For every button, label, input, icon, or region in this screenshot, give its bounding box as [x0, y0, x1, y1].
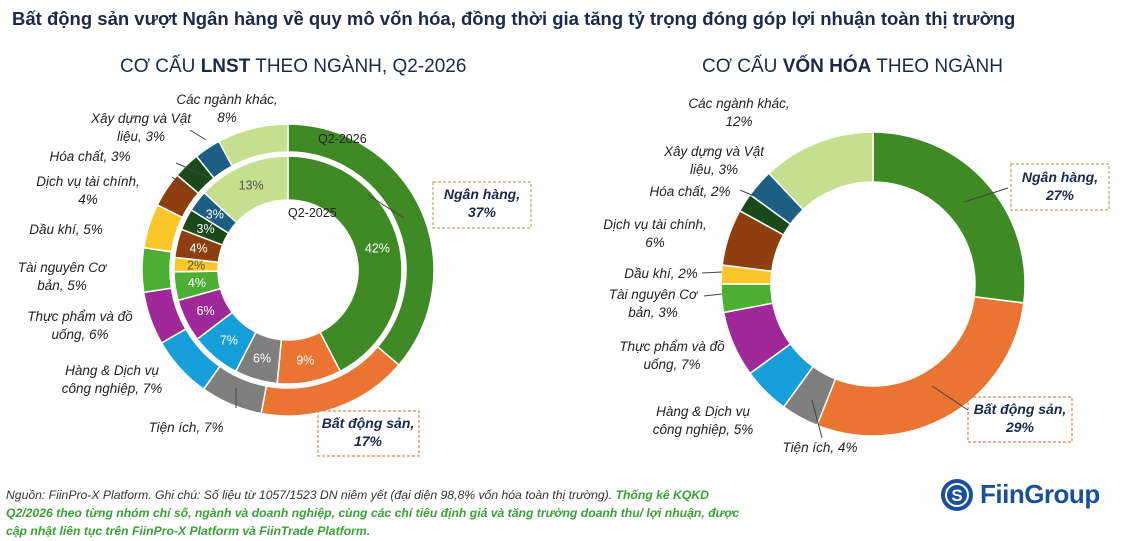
lnst-q2-2025-thuc-pham-do-uong-label: 6% [197, 304, 215, 318]
lnst-q2-2026-cac-nganh-khac-slice [217, 123, 289, 168]
chart2-title: CƠ CẤU VỐN HÓA THEO NGÀNH [702, 56, 1003, 77]
svg-text:S: S [951, 486, 962, 505]
lnst-q2-2025-bat-dong-san-label: 9% [296, 353, 314, 367]
chart1-title: CƠ CẤU LNST THEO NGÀNH, Q2-2026 [120, 56, 467, 77]
lnst-thuc-pham-do-uong-label: Thực phẩm và đồ uống, 6% [27, 309, 133, 342]
lnst-bat-dong-san-label: Bất động sản, 17% [322, 415, 415, 449]
fiingroup-logo: S FiinGroup [940, 478, 1110, 512]
lnst-leader-line-1 [367, 194, 405, 219]
von-hoa-dich-vu-tai-chinh-label: Dịch vụ tài chính, 6% [603, 217, 707, 250]
von-hoa-hoa-chat-label: Hóa chất, 2% [649, 184, 730, 199]
lnst-leader-line-3 [175, 162, 209, 178]
ring-label-q2-2025: Q2-2025 [288, 206, 337, 220]
von-hoa-cac-nganh-khac-slice [767, 131, 874, 211]
lnst-q2-2025-tien-ich-label: 6% [253, 351, 271, 365]
fiingroup-logo-text: FiinGroup [980, 479, 1100, 509]
von-hoa-leader-line-2 [931, 385, 969, 411]
von-hoa-leader-line-6 [703, 293, 723, 297]
von-hoa-tien-ich-label: Tiện ích, 4% [783, 440, 858, 455]
footer-note: Nguồn: FiinPro-X Platform. Ghi chú: Số l… [6, 488, 740, 538]
lnst-q2-2025-cac-nganh-khac-label: 13% [239, 179, 264, 193]
lnst-q2-2025-hoa-chat-label: 3% [197, 222, 215, 236]
lnst-leader-line-4 [171, 176, 191, 191]
von-hoa-xay-dung-vat-lieu-label: Xây dựng và Vật liệu, 3% [663, 144, 765, 177]
ring-label-q2-2026: Q2-2026 [318, 132, 367, 146]
lnst-q2-2025-hang-dich-vu-cong-nghiep-label: 7% [220, 333, 238, 347]
lnst-cac-nganh-khac-label: Các ngành khác, 8% [176, 92, 277, 125]
von-hoa-ngan-hang-slice [872, 131, 1026, 304]
lnst-q2-2025-ngan-hang-slice [287, 155, 403, 373]
lnst-dau-khi-label: Dầu khí, 5% [29, 222, 103, 237]
charts-svg: 42% 9% 6% 7% 6% 4% 2% 4% 3%3% 13% Q2-2026 Q2-2025 Ng… [18, 92, 1110, 457]
von-hoa-leader-line-5 [701, 271, 723, 274]
lnst-hang-dich-vu-cong-nghiep-label: Hàng & Dịch vụ công nghiệp, 7% [62, 363, 163, 396]
lnst-ngan-hang-label: Ngân hàng, 37% [444, 186, 520, 220]
lnst-q2-2025-dich-vu-tai-chinh-label: 4% [190, 241, 208, 255]
highlight-box-ngan-hang-von-hoa [1010, 163, 1110, 211]
lnst-q2-2026-tai-nguyen-co-ban-slice [141, 246, 173, 294]
von-hoa-tai-nguyen-co-ban-label: Tài nguyên Cơ bản, 3% [609, 287, 699, 320]
von-hoa-leader-line-3 [811, 399, 823, 439]
headline: Bất động sản vượt Ngân hàng về quy mô vố… [12, 8, 1016, 29]
lnst-q2-2025-xay-dung-vat-lieu-label: 3% [206, 207, 224, 221]
fiingroup-logo-icon: S [941, 479, 973, 511]
lnst-tai-nguyen-co-ban-label: Tài nguyên Cơ bản, 5% [18, 260, 108, 293]
lnst-xay-dung-vat-lieu-label: Xây dựng và Vật liệu, 3% [90, 111, 192, 144]
von-hoa-thuc-pham-do-uong-label: Thực phẩm và đồ uống, 7% [619, 339, 725, 372]
lnst-dich-vu-tai-chinh-label: Dịch vụ tài chính, 4% [36, 174, 140, 207]
von-hoa-cac-nganh-khac-label: Các ngành khác, 12% [688, 96, 789, 129]
von-hoa-ngan-hang-label: Ngân hàng, 27% [1022, 169, 1098, 203]
lnst-hoa-chat-label: Hóa chất, 3% [49, 149, 130, 164]
lnst-leader-line-5 [189, 129, 207, 141]
lnst-q2-2025-cac-nganh-khac-slice [203, 155, 289, 224]
highlight-box-bat-dong-san-lnst [317, 410, 420, 457]
von-hoa-hang-dich-vu-cong-nghiep-label: Hàng & Dịch vụ công nghiệp, 5% [653, 404, 754, 437]
lnst-q2-2025-tai-nguyen-co-ban-label: 4% [188, 276, 206, 290]
highlight-box-ngan-hang-lnst [432, 181, 532, 229]
lnst-q2-2025-ngan-hang-label: 42% [365, 241, 390, 255]
von-hoa-bat-dong-san-label: Bất động sản, 29% [974, 401, 1067, 435]
von-hoa-dau-khi-label: Dầu khí, 2% [624, 266, 698, 281]
von-hoa-leader-line-4 [739, 189, 755, 197]
highlight-box-bat-dong-san-von-hoa [967, 396, 1073, 443]
von-hoa-leader-line-1 [963, 187, 1009, 203]
lnst-q2-2025-dau-khi-label: 2% [187, 259, 205, 273]
lnst-tien-ich-label: Tiện ích, 7% [149, 420, 224, 435]
